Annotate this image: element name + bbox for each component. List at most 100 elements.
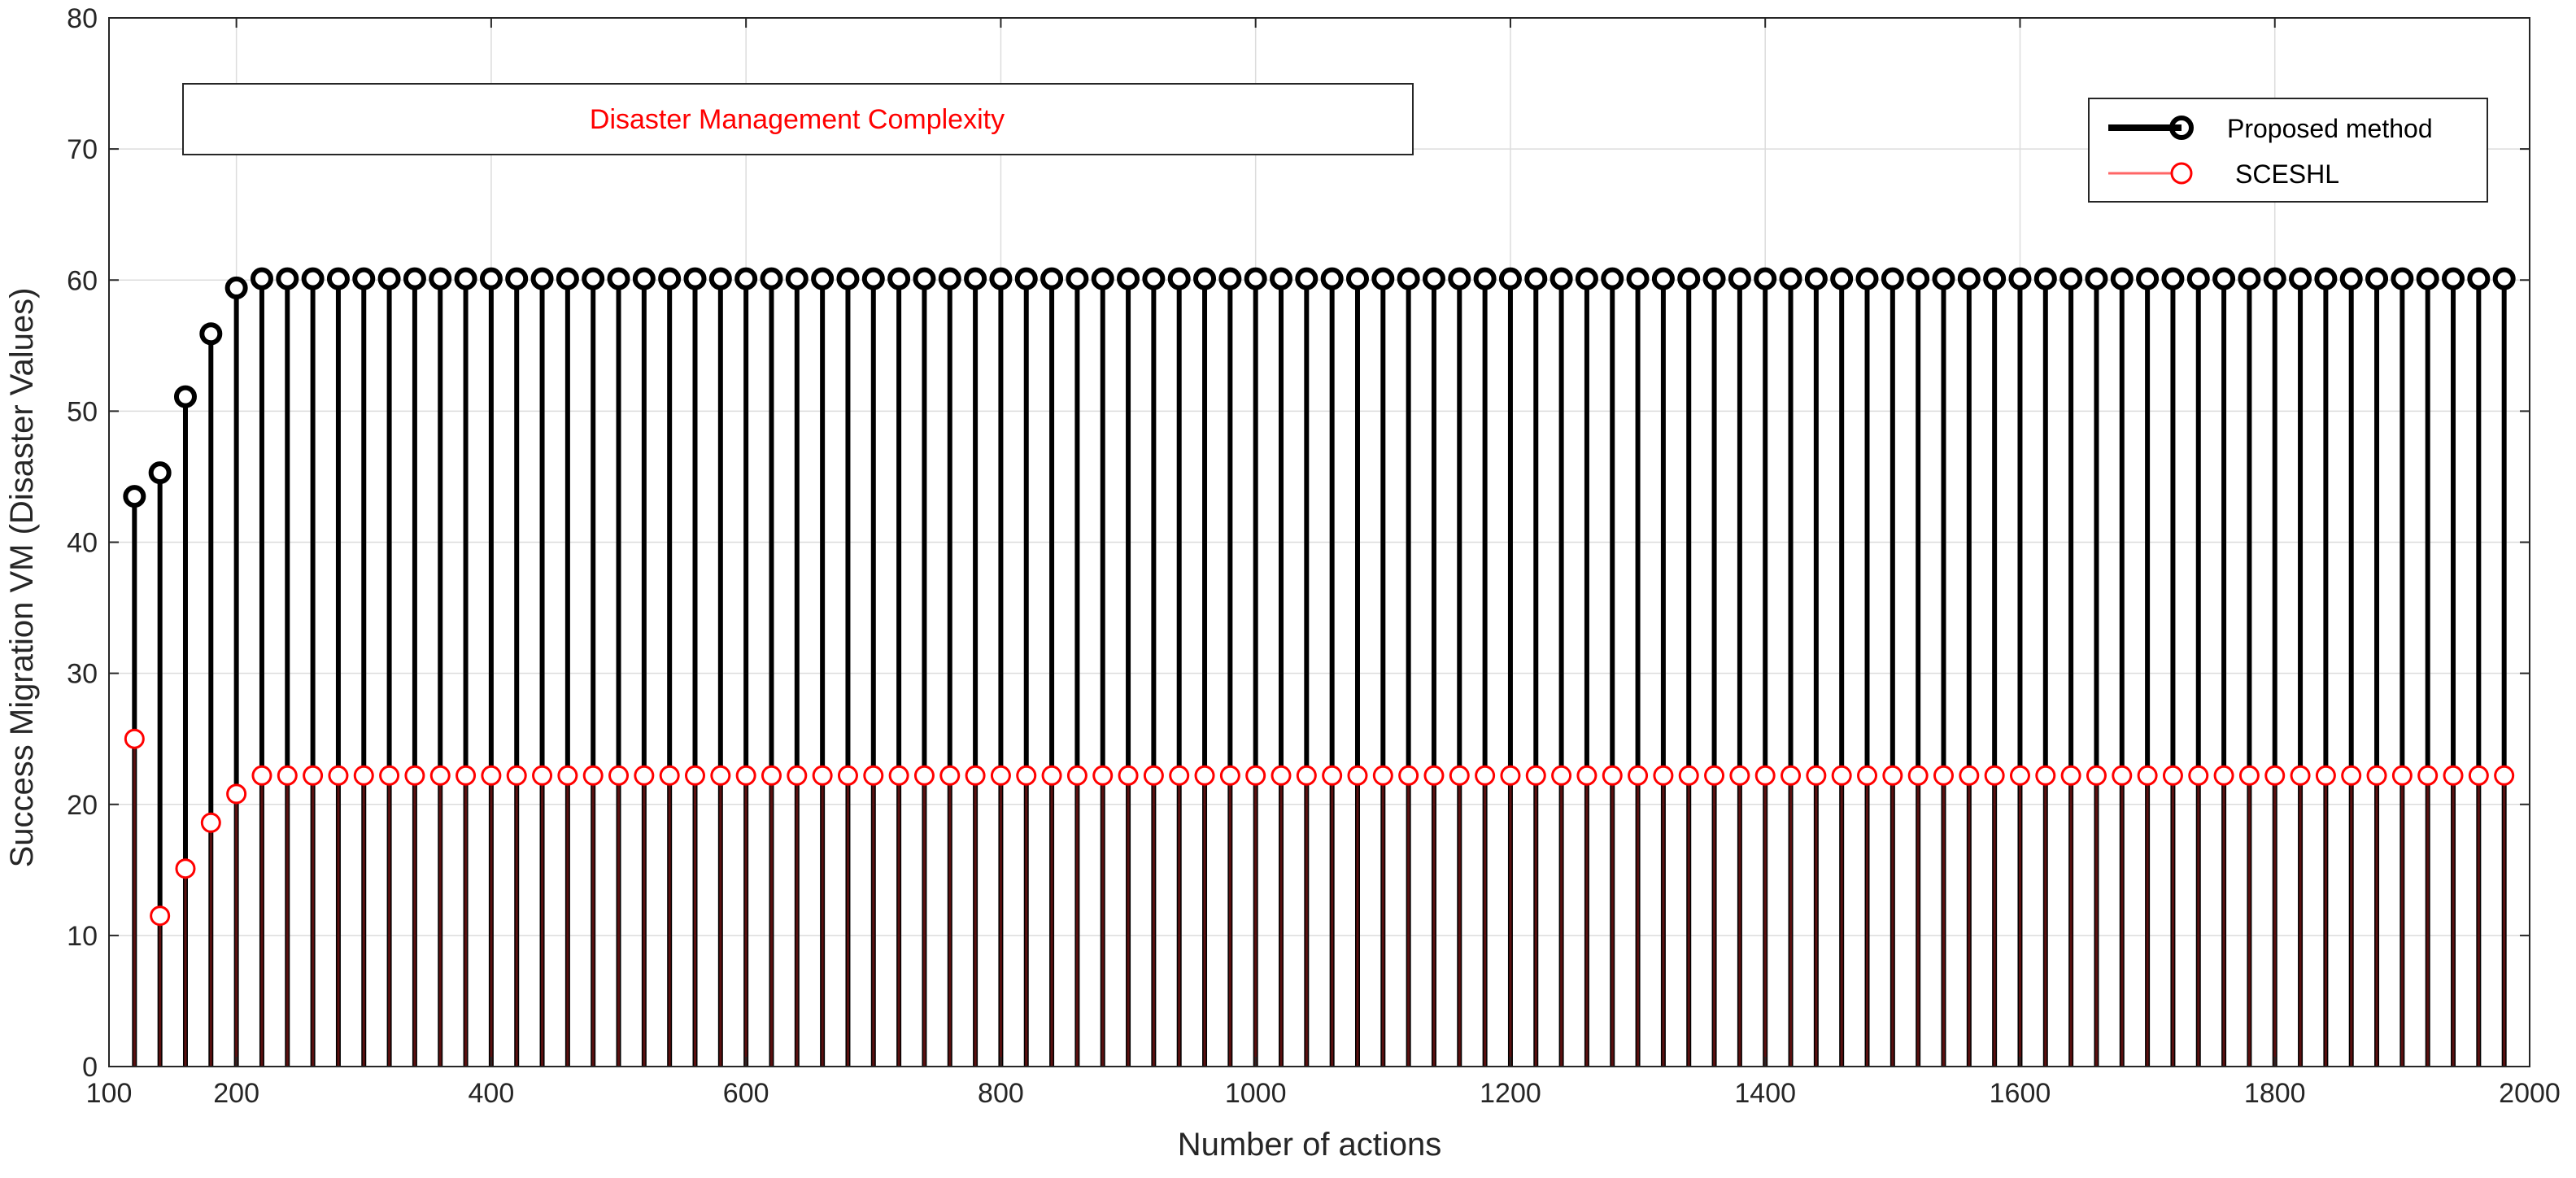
x-tick-label: 100 (86, 1078, 133, 1109)
marker-proposed (1830, 267, 1854, 290)
marker-proposed (224, 276, 248, 299)
legend-item-sceshl: SCESHL (2108, 159, 2339, 189)
marker-sceshl (1576, 765, 1597, 786)
marker-proposed (2161, 267, 2185, 290)
marker-proposed (148, 461, 172, 485)
marker-proposed (887, 267, 911, 290)
marker-proposed (1651, 267, 1675, 290)
marker-proposed (1345, 267, 1369, 290)
marker-proposed (1040, 267, 1064, 290)
marker-proposed (1295, 267, 1319, 290)
marker-proposed (1014, 267, 1038, 290)
marker-sceshl (863, 765, 884, 786)
marker-proposed (429, 267, 452, 290)
legend-item-proposed: Proposed method (2108, 114, 2433, 143)
marker-sceshl (1628, 765, 1649, 786)
marker-sceshl (939, 765, 961, 786)
marker-sceshl (532, 765, 553, 786)
marker-proposed (1320, 267, 1344, 290)
marker-proposed (2186, 267, 2210, 290)
marker-proposed (785, 267, 809, 290)
marker-sceshl (2264, 765, 2286, 786)
marker-proposed (250, 267, 273, 290)
marker-proposed (2008, 267, 2032, 290)
marker-proposed (1244, 267, 1267, 290)
marker-sceshl (277, 765, 298, 786)
marker-sceshl (2391, 765, 2413, 786)
marker-sceshl (2417, 765, 2439, 786)
marker-proposed (734, 267, 758, 290)
marker-sceshl (1169, 765, 1190, 786)
x-tick-label: 800 (978, 1078, 1024, 1109)
marker-proposed (1167, 267, 1191, 290)
marker-sceshl (1525, 765, 1546, 786)
marker-sceshl (659, 765, 680, 786)
marker-sceshl (1347, 765, 1368, 786)
marker-proposed (276, 267, 299, 290)
marker-sceshl (2468, 765, 2489, 786)
marker-proposed (1091, 267, 1114, 290)
marker-proposed (2492, 267, 2516, 290)
marker-sceshl (2290, 765, 2311, 786)
marker-sceshl (888, 765, 909, 786)
marker-proposed (1754, 267, 1777, 290)
marker-proposed (2085, 267, 2108, 290)
marker-proposed (1524, 267, 1548, 290)
marker-proposed (1270, 267, 1293, 290)
marker-proposed (1066, 267, 1089, 290)
marker-sceshl (761, 765, 782, 786)
marker-proposed (1957, 267, 1981, 290)
marker-proposed (301, 267, 325, 290)
marker-sceshl (175, 858, 196, 879)
marker-sceshl (1449, 765, 1470, 786)
marker-proposed (352, 267, 376, 290)
marker-sceshl (328, 765, 349, 786)
marker-proposed (913, 267, 936, 290)
marker-sceshl (1806, 765, 1827, 786)
marker-sceshl (2366, 765, 2387, 786)
marker-proposed (1677, 267, 1701, 290)
marker-sceshl (455, 765, 477, 786)
marker-proposed (683, 267, 707, 290)
marker-proposed (861, 267, 885, 290)
marker-sceshl (1602, 765, 1623, 786)
marker-proposed (1448, 267, 1471, 290)
y-tick-label: 30 (67, 659, 98, 690)
marker-proposed (760, 267, 783, 290)
marker-proposed (1142, 267, 1166, 290)
marker-proposed (2033, 267, 2057, 290)
marker-sceshl (1959, 765, 1980, 786)
marker-sceshl (200, 812, 221, 833)
marker-sceshl (2443, 765, 2464, 786)
x-tick-label: 1000 (1225, 1078, 1287, 1109)
marker-sceshl (1704, 765, 1725, 786)
marker-sceshl (965, 765, 986, 786)
marker-proposed (326, 267, 350, 290)
y-tick-label: 70 (67, 134, 98, 165)
marker-proposed (1498, 267, 1522, 290)
marker-sceshl (404, 765, 425, 786)
marker-sceshl (1475, 765, 1496, 786)
marker-sceshl (379, 765, 400, 786)
marker-proposed (556, 267, 579, 290)
marker-proposed (123, 485, 146, 508)
marker-sceshl (1882, 765, 1903, 786)
x-tick-label: 200 (213, 1078, 259, 1109)
marker-sceshl (1678, 765, 1699, 786)
marker-sceshl (787, 765, 808, 786)
marker-sceshl (1857, 765, 1878, 786)
marker-sceshl (710, 765, 731, 786)
marker-proposed (1473, 267, 1497, 290)
marker-proposed (2339, 267, 2363, 290)
marker-sceshl (353, 765, 374, 786)
marker-sceshl (1219, 765, 1240, 786)
y-tick-label: 10 (67, 921, 98, 952)
marker-sceshl (990, 765, 1011, 786)
marker-sceshl (481, 765, 502, 786)
y-tick-label: 40 (67, 528, 98, 559)
marker-sceshl (251, 765, 272, 786)
marker-proposed (1728, 267, 1751, 290)
marker-sceshl (557, 765, 578, 786)
marker-sceshl (303, 765, 324, 786)
marker-proposed (1422, 267, 1445, 290)
